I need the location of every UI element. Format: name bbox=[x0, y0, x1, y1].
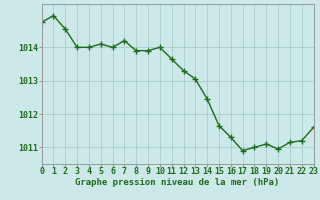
X-axis label: Graphe pression niveau de la mer (hPa): Graphe pression niveau de la mer (hPa) bbox=[76, 178, 280, 187]
